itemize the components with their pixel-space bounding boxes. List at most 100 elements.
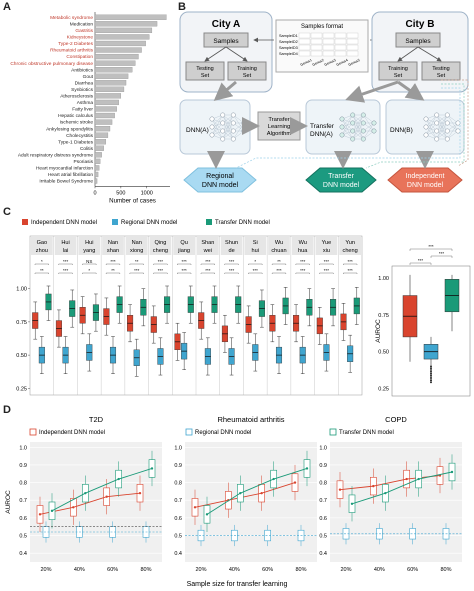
a-x-tick-label: 1000 [141,190,153,196]
a-bar [94,27,153,33]
c-summary-y-tick: 1.00 [378,276,389,282]
d-legend-label: Independent DNN model [39,430,105,436]
a-category-label: Metabolic syndrome [50,15,93,21]
d-x-tick-label: 80% [295,567,306,573]
sample-cell [346,50,359,57]
c-legend-label: Independent DNN model [31,220,97,226]
c-summary-y-tick: 0.25 [378,387,389,393]
d-x-tick-label: 60% [107,567,118,573]
a-bar [94,53,139,60]
net-node [339,116,345,122]
d-x-tick-label: 20% [340,567,351,573]
c-summary-y-title: AUROC [375,319,382,343]
c-city-header [220,237,243,255]
d-mean-point [193,506,197,509]
net-node [230,120,236,126]
c-summary-outlier [430,370,432,373]
c-summary-y-tick: 0.50 [378,350,389,356]
transfer-dnn-output: Transfer DNN model [305,167,377,193]
sample-cell [298,32,311,39]
net-edge [425,114,437,128]
d-y-tick-label: 0.7 [19,498,27,504]
svg-text:Regional: Regional [206,173,234,180]
a-x-tick-label: 500 [116,190,125,196]
c-sig-bracket [319,263,334,265]
c-legend-swatch [112,219,118,225]
sample-cell [298,38,311,45]
d-mean-point [293,481,297,484]
d-y-tick-label: 0.7 [319,498,327,504]
c-sig-bracket [34,263,49,265]
c-legend-label: Transfer DNN model [215,220,270,226]
a-bar [94,40,146,47]
sample-cell [310,44,323,51]
d-y-tick-label: 0.8 [19,481,27,487]
net-edge [341,122,353,136]
net-node [241,128,247,134]
a-bar [94,67,133,73]
svg-text:DNN(B): DNN(B) [390,127,413,134]
a-category-label: Cholecystitis [66,133,94,139]
sample-cell [322,50,335,57]
net-node [423,124,429,130]
c-summary-outlier [430,381,432,384]
genus-id-label: Genus5 [348,58,361,67]
a-category-label: Type-1 Diabetes [58,139,94,145]
c-y-tick-label: 1.00 [16,287,27,293]
c-sig-top: *** [348,259,354,264]
d-mean-point [138,491,142,495]
net-node [434,112,440,118]
net-node [444,112,450,118]
d-mean-point [150,467,154,470]
a-category-label: Kidneystone [67,35,94,41]
c-sig-bracket [319,272,334,274]
sample-cell [298,50,311,57]
c-city-label: Shun [225,240,238,246]
d-trend-line [206,468,308,515]
c-sig-bracket [129,272,144,274]
svg-text:Training: Training [388,66,408,72]
svg-text:Testing: Testing [196,66,213,72]
c-sig-bottom: *** [63,268,69,273]
d-y-tick-label: 0.5 [174,534,182,540]
a-bar [94,178,98,184]
genus-id-label: Genus1 [300,58,313,67]
d-x-tick-label: 40% [229,567,240,573]
c-city-label: Si [253,240,258,246]
svg-text:DNN(A): DNN(A) [186,127,209,134]
svg-text:Transfer: Transfer [268,117,289,123]
a-bar [94,165,100,171]
sample-cell [310,32,323,39]
a-bar [94,171,99,178]
svg-text:Set: Set [201,73,210,79]
d-y-tick-label: 0.8 [319,481,327,487]
c-sig-bracket [271,263,287,265]
c-sig-bracket [224,272,239,274]
a-category-label: Colitis [80,146,94,152]
c-sig-top: *** [300,259,306,264]
a-bar [94,47,142,53]
panel-d-line-box-chart: Independent DNN model Regional DNN model T… [5,415,462,588]
net-node [371,120,377,126]
c-sig-bottom: *** [348,268,354,273]
a-bar [94,60,136,66]
sample-cell [346,44,359,51]
d-y-tick-label: 0.9 [319,463,327,469]
c-city-label: lai [63,248,69,254]
c-sig-bracket [343,272,358,274]
c-summary-outlier [430,372,432,375]
d-mean-point [384,491,387,495]
c-city-header [149,237,172,255]
sample-id-label: SampleID2 [279,40,298,44]
net-node [423,116,429,122]
genus-id-label: Genus2 [312,58,325,67]
c-y-tick-label: 0.75 [16,320,27,326]
net-node [339,132,345,138]
net-node [220,136,226,142]
net-node [220,120,226,126]
svg-text:Transfer: Transfer [328,173,354,180]
net-node [444,136,450,142]
net-node [230,112,236,118]
net-edge [352,114,364,132]
net-node [455,128,461,134]
